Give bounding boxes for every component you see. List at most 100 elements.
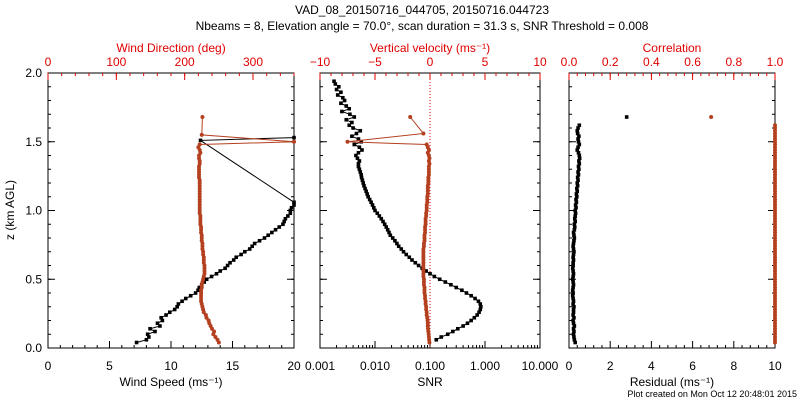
data-point-red	[773, 335, 777, 339]
data-point-black	[476, 299, 481, 304]
data-point-black	[144, 337, 149, 342]
data-point-black	[572, 335, 576, 339]
x-bottom-tick-label: 2	[607, 359, 614, 373]
data-point-black	[478, 307, 483, 312]
data-point-red	[201, 252, 206, 257]
data-point-red	[200, 115, 205, 119]
data-point-red	[197, 181, 202, 185]
data-point-red	[773, 247, 777, 251]
data-point-black	[176, 302, 181, 306]
data-point-red	[773, 321, 777, 326]
data-point-red	[773, 285, 777, 290]
x-bottom-tick-label: 0.010	[360, 359, 390, 373]
data-point-red	[197, 208, 202, 213]
data-point-black	[465, 321, 470, 326]
data-point-red	[197, 197, 202, 202]
data-point-red	[199, 291, 204, 295]
panel-residual-top-axis-label: Correlation	[643, 41, 702, 55]
data-point-red	[773, 123, 777, 128]
data-point-black	[282, 219, 286, 224]
data-point-red	[773, 145, 777, 150]
data-point-black	[188, 293, 193, 298]
data-point-red	[201, 258, 206, 262]
data-point-black	[292, 203, 296, 207]
data-point-red	[773, 192, 777, 196]
data-point-black	[357, 145, 362, 150]
data-point-black	[439, 335, 444, 339]
data-point-black	[228, 260, 232, 265]
data-point-red	[197, 172, 202, 177]
data-point-red	[422, 288, 427, 293]
data-point-black	[335, 93, 340, 97]
data-point-black	[571, 260, 575, 265]
data-point-red	[424, 208, 429, 213]
panel-snr-marks: 0.001 0.010 0.100 1.000 10.000 −10 −5 0 5 10	[305, 55, 559, 373]
figure-footer: Plot created on Mon Oct 12 20:48:01 2015	[627, 389, 797, 399]
data-point-black	[347, 106, 352, 111]
data-point-black	[358, 128, 363, 133]
data-point-black	[384, 225, 389, 229]
data-point-red	[773, 159, 777, 163]
data-point-red	[423, 219, 428, 224]
data-point-black	[574, 197, 578, 202]
data-point-red	[773, 258, 777, 262]
data-point-red	[197, 142, 202, 147]
data-point-black	[576, 145, 580, 150]
data-point-red	[773, 269, 777, 273]
data-point-red	[197, 192, 202, 196]
data-point-black	[570, 293, 575, 298]
data-point-red	[197, 183, 202, 188]
data-point-red	[773, 194, 777, 199]
data-point-black	[455, 326, 460, 331]
data-point-red	[424, 307, 429, 312]
data-point-black	[382, 222, 387, 227]
data-point-black	[153, 329, 157, 334]
data-point-red	[198, 216, 203, 221]
data-point-red	[773, 164, 777, 169]
data-point-black	[352, 142, 357, 147]
data-point-red	[421, 263, 426, 268]
data-point-black	[572, 249, 576, 254]
data-point-black	[454, 285, 459, 290]
data-point-red	[773, 304, 777, 309]
data-point-black	[288, 211, 293, 216]
data-point-red	[773, 302, 777, 306]
data-point-black	[573, 219, 577, 224]
data-point-black	[361, 181, 365, 185]
data-point-black	[428, 271, 432, 276]
data-point-red	[425, 197, 430, 202]
data-point-red	[773, 167, 777, 172]
x-bottom-tick-label: 10	[768, 359, 782, 373]
data-point-black	[572, 315, 576, 320]
data-point-black	[262, 236, 267, 240]
data-point-black	[571, 258, 576, 262]
data-point-red	[200, 244, 205, 249]
x-bottom-tick-label: 10.000	[522, 359, 559, 373]
data-point-black	[571, 263, 575, 268]
data-point-red	[773, 260, 777, 265]
data-point-red	[773, 134, 777, 139]
data-point-red	[197, 175, 202, 180]
data-point-black	[575, 186, 579, 191]
data-point-black	[571, 271, 576, 276]
data-point-red	[421, 249, 426, 254]
data-point-red	[421, 258, 426, 262]
data-point-black	[198, 138, 203, 143]
data-point-black	[575, 189, 580, 194]
data-point-black	[359, 175, 364, 180]
data-point-red	[202, 271, 207, 276]
x-bottom-tick-label: 6	[689, 359, 696, 373]
data-point-black	[572, 304, 576, 309]
panel-wind-top-axis-label: Wind Direction (deg)	[116, 41, 225, 55]
x-bottom-tick-label: 0.100	[415, 359, 445, 373]
data-point-black	[575, 175, 580, 180]
data-point-red	[345, 139, 350, 144]
data-point-red	[199, 285, 204, 290]
data-point-red	[421, 260, 426, 265]
data-point-black	[413, 260, 418, 265]
data-point-black	[571, 269, 575, 273]
x-top-tick-label: 5	[482, 55, 489, 69]
data-point-black	[573, 214, 577, 218]
